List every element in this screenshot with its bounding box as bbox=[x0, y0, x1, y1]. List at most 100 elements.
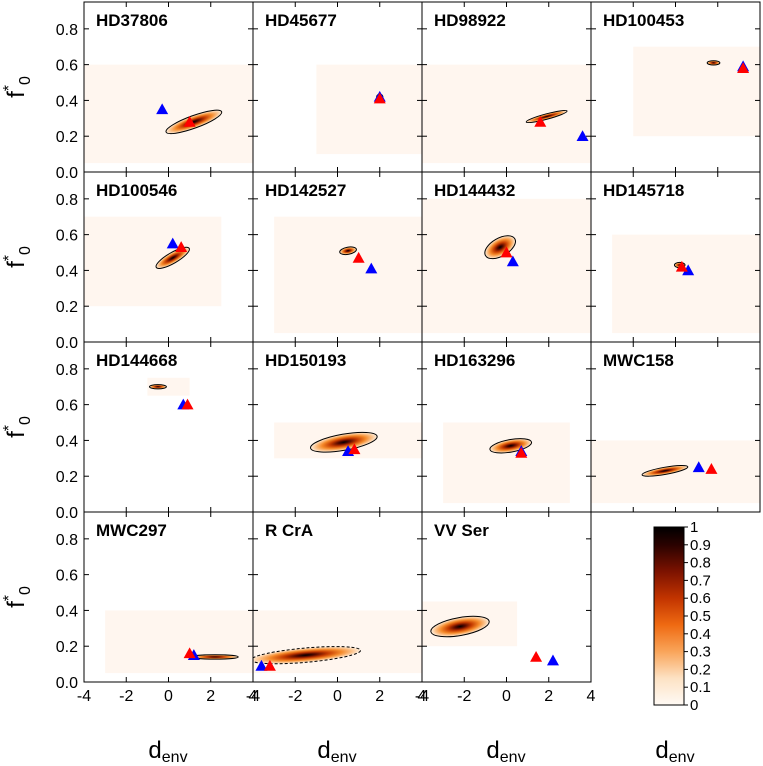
y-tick-label: 0.4 bbox=[56, 263, 78, 280]
red-triangle-marker bbox=[183, 647, 196, 659]
colorbar-tick-label: 0.9 bbox=[690, 537, 711, 554]
axes-text: f*0 f*0 f*0 f*0 denv denv denv denv bbox=[1, 76, 694, 766]
panel-title: HD145718 bbox=[603, 181, 684, 200]
panel-grid: HD37806 0.0 0.2 0.4 0.6 0.8 HD45677 HD98922 HD10… bbox=[56, 1, 761, 705]
panel-hd45677: HD45677 bbox=[252, 1, 423, 173]
panel-hd98922: HD98922 bbox=[421, 1, 592, 173]
red-triangle-marker bbox=[675, 260, 688, 272]
y-axis-label: f*0 bbox=[1, 76, 34, 98]
colorbar-tick-label: 0.5 bbox=[690, 608, 711, 625]
y-axis-label: f*0 bbox=[1, 246, 34, 268]
x-tick-label: -2 bbox=[457, 688, 471, 705]
colorbar-tick-label: 0.3 bbox=[690, 644, 711, 661]
y-tick-label: 0.6 bbox=[56, 398, 78, 415]
red-triangle-marker bbox=[534, 115, 547, 127]
density-contour bbox=[155, 246, 190, 269]
x-tick-label: 4 bbox=[249, 688, 258, 705]
red-triangle-marker bbox=[515, 446, 528, 458]
density-region bbox=[105, 610, 253, 674]
colorbar-tick-label: 0.1 bbox=[690, 679, 711, 696]
panel-title: HD37806 bbox=[96, 11, 168, 30]
density-region bbox=[274, 216, 422, 334]
panel-hd37806: HD37806 0.0 0.2 0.4 0.6 0.8 bbox=[56, 1, 254, 182]
y-tick-label: 0.8 bbox=[56, 362, 78, 379]
x-axis-label: denv bbox=[148, 737, 187, 766]
y-axis-label: f*0 bbox=[1, 586, 34, 608]
density-region bbox=[84, 216, 222, 307]
panel-title: HD163296 bbox=[434, 351, 515, 370]
panel-vv-ser: VV Ser -4 -2 0 2 4 bbox=[415, 511, 596, 705]
density-contour bbox=[310, 431, 378, 453]
red-triangle-marker bbox=[500, 246, 513, 258]
panel-title: MWC158 bbox=[603, 351, 674, 370]
y-tick-label: 0.2 bbox=[56, 129, 78, 146]
x-tick-label: -4 bbox=[415, 688, 429, 705]
density-contour bbox=[339, 246, 357, 256]
blue-triangle-marker bbox=[546, 654, 559, 666]
blue-triangle-marker bbox=[682, 264, 695, 276]
red-triangle-marker bbox=[263, 659, 276, 671]
x-tick-label: -4 bbox=[246, 688, 260, 705]
x-tick-label: 4 bbox=[587, 688, 596, 705]
panel-title: HD100453 bbox=[603, 11, 684, 30]
x-tick-label: 0 bbox=[502, 688, 511, 705]
y-tick-label: 0.8 bbox=[56, 532, 78, 549]
density-region bbox=[316, 64, 422, 155]
panel-hd144432: HD144432 bbox=[421, 171, 592, 343]
x-axis-label: denv bbox=[655, 737, 694, 766]
density-region bbox=[443, 422, 570, 504]
panel-hd100453: HD100453 bbox=[590, 1, 761, 173]
colorbar-tick-label: 1 bbox=[690, 519, 698, 536]
x-tick-label: -2 bbox=[288, 688, 302, 705]
y-tick-label: 0.2 bbox=[56, 299, 78, 316]
blue-triangle-marker bbox=[156, 103, 169, 115]
panel-hd145718: HD145718 bbox=[590, 171, 761, 343]
red-triangle-marker bbox=[352, 251, 365, 263]
y-tick-label: 0.8 bbox=[56, 192, 78, 209]
red-triangle-marker bbox=[181, 398, 194, 410]
panel-title: HD142527 bbox=[265, 181, 346, 200]
x-tick-label: -2 bbox=[119, 688, 133, 705]
y-tick-label: 0.0 bbox=[56, 505, 78, 522]
blue-triangle-marker bbox=[255, 659, 268, 671]
panel-hd100546: HD100546 0.0 0.2 0.4 0.6 0.8 bbox=[56, 171, 254, 352]
colorbar: 00.10.20.30.40.50.60.70.80.91 bbox=[653, 519, 711, 714]
blue-triangle-marker bbox=[576, 130, 589, 142]
panel-title: HD144432 bbox=[434, 181, 515, 200]
density-contour bbox=[148, 384, 167, 390]
colorbar-tick-label: 0.6 bbox=[690, 590, 711, 607]
density-contour bbox=[641, 464, 689, 477]
density-contour bbox=[525, 109, 568, 124]
x-tick-label: -4 bbox=[77, 688, 91, 705]
y-tick-label: 0.6 bbox=[56, 568, 78, 585]
x-tick-label: 2 bbox=[375, 688, 384, 705]
y-tick-label: 0.0 bbox=[56, 165, 78, 182]
panel-title: MWC297 bbox=[96, 521, 167, 540]
colorbar-tick-label: 0.4 bbox=[690, 626, 711, 643]
blue-triangle-marker bbox=[692, 461, 705, 473]
panel-title: HD45677 bbox=[265, 11, 337, 30]
y-tick-label: 0.2 bbox=[56, 469, 78, 486]
density-contour bbox=[253, 646, 362, 665]
blue-triangle-marker bbox=[365, 262, 378, 274]
panel-mwc158: MWC158 bbox=[590, 341, 761, 513]
blue-triangle-marker bbox=[506, 255, 519, 267]
x-tick-label: 2 bbox=[544, 688, 553, 705]
density-region bbox=[612, 234, 760, 334]
x-tick-label: 2 bbox=[206, 688, 215, 705]
y-tick-label: 0.0 bbox=[56, 675, 78, 692]
panel-hd144668: HD144668 0.0 0.2 0.4 0.6 0.8 bbox=[56, 341, 254, 522]
y-tick-label: 0.4 bbox=[56, 433, 78, 450]
y-tick-label: 0.8 bbox=[56, 22, 78, 39]
panel-hd142527: HD142527 bbox=[252, 171, 423, 343]
red-triangle-marker bbox=[705, 463, 718, 474]
y-axis-label: f*0 bbox=[1, 416, 34, 438]
colorbar-tick-label: 0.8 bbox=[690, 555, 711, 572]
x-axis-label: denv bbox=[486, 737, 525, 766]
panel-title: HD100546 bbox=[96, 181, 177, 200]
density-region bbox=[633, 46, 760, 137]
x-tick-label: 4 bbox=[418, 688, 427, 705]
x-tick-label: 0 bbox=[164, 688, 173, 705]
y-tick-label: 0.6 bbox=[56, 228, 78, 245]
